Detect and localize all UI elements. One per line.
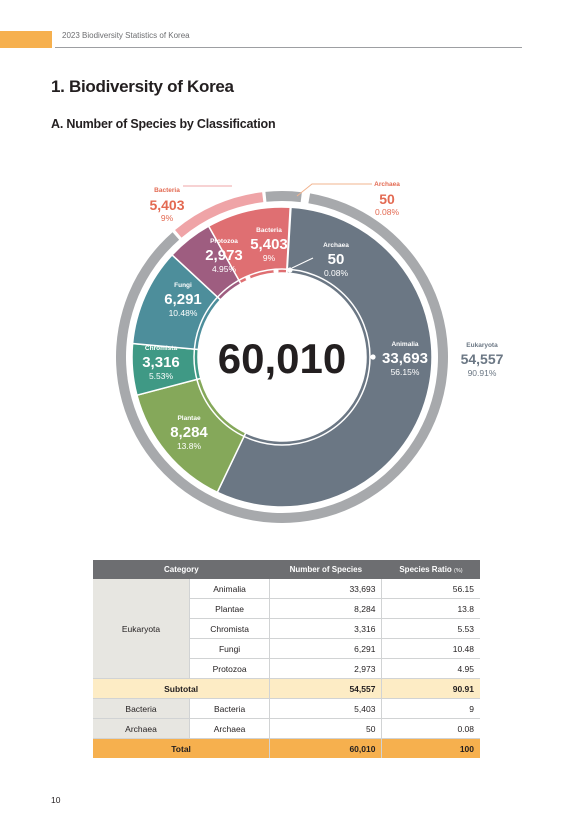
row-name: Chromista: [189, 618, 271, 639]
outer-value-bacteria: 5,403: [149, 197, 184, 213]
outer-pct-bacteria: 9%: [161, 213, 174, 223]
row-name: Animalia: [189, 579, 271, 599]
subtotal-number: 54,557: [269, 678, 383, 699]
outer-ring: [116, 191, 448, 523]
total-ratio: 100: [381, 738, 480, 758]
total-row: Total 60,010 100: [93, 738, 480, 758]
group-eukaryota: Eukaryota: [93, 579, 190, 679]
running-header: 2023 Biodiversity Statistics of Korea: [62, 31, 190, 40]
page-number: 10: [51, 795, 61, 805]
table-row: Chromista 3,316 5.53: [93, 618, 480, 639]
outer-arc-archaea: [265, 191, 302, 203]
species-donut-chart: 60,010 Animalia33,69356.15%Plantae8,2841…: [116, 181, 504, 523]
table-row: Eukaryota Animalia 33,693 56.15: [93, 579, 480, 679]
slice-marker-dot: [287, 267, 293, 273]
center-total-label: 60,010: [218, 335, 346, 382]
col-header-ratio: Species Ratio (%): [381, 560, 480, 579]
slice-label-archaea: Archaea: [323, 242, 349, 249]
slice-value-fungi: 6,291: [164, 291, 202, 308]
header-rule: [55, 47, 522, 48]
outer-pct-archaea: 0.08%: [375, 207, 400, 217]
slice-label-plantae: Plantae: [177, 415, 201, 422]
row-number: 3,316: [269, 618, 383, 639]
col-header-number: Number of Species: [269, 560, 382, 579]
archaea-leader: [291, 257, 314, 269]
slice-value-plantae: 8,284: [170, 424, 208, 441]
table-row: Protozoa 2,973 4.95: [93, 658, 480, 679]
slice-pct-chromista: 5.53%: [149, 371, 174, 381]
row-number: 2,973: [269, 658, 383, 679]
slice-marker-dot: [241, 422, 247, 428]
slice-marker-dot: [245, 275, 251, 281]
slice-pct-animalia: 56.15%: [391, 367, 420, 377]
slice-value-animalia: 33,693: [382, 350, 428, 367]
row-number: 5,403: [269, 698, 383, 719]
row-ratio: 0.08: [381, 718, 480, 739]
outer-arc-bacteria: [175, 192, 264, 238]
slice-marker-dot: [213, 308, 219, 314]
row-category: Archaea: [93, 718, 190, 739]
section-heading: 1. Biodiversity of Korea: [51, 77, 234, 96]
species-table: Category Number of Species Species Ratio…: [93, 560, 480, 758]
outer-label-eukaryota: Eukaryota: [466, 342, 498, 349]
slice-label-chromista: Chromista: [145, 345, 178, 352]
row-ratio: 4.95: [381, 658, 480, 679]
outer-value-eukaryota: 54,557: [461, 351, 504, 367]
archaea-outer-leader: [296, 183, 372, 197]
slice-label-bacteria: Bacteria: [256, 227, 282, 234]
archaea-row: Archaea Archaea 50 0.08: [93, 718, 480, 739]
row-name: Plantae: [189, 598, 271, 619]
slice-pct-archaea: 0.08%: [324, 268, 349, 278]
total-number: 60,010: [269, 738, 383, 758]
slice-pct-bacteria: 9%: [263, 253, 276, 263]
row-number: 50: [269, 718, 383, 739]
subtotal-label: Subtotal: [93, 678, 271, 699]
row-ratio: 56.15: [381, 579, 480, 599]
table-row: Plantae 8,284 13.8: [93, 598, 480, 619]
bacteria-row: Bacteria Bacteria 5,403 9: [93, 698, 480, 719]
row-number: 33,693: [269, 579, 383, 599]
row-ratio: 10.48: [381, 638, 480, 659]
slice-pct-protozoa: 4.95%: [212, 264, 237, 274]
row-name: Bacteria: [189, 698, 271, 719]
outer-value-archaea: 50: [379, 191, 395, 207]
subtotal-row: Subtotal 54,557 90.91: [93, 678, 480, 699]
row-category: Bacteria: [93, 698, 190, 719]
row-ratio: 5.53: [381, 618, 480, 639]
slice-value-archaea: 50: [328, 251, 345, 268]
slice-value-chromista: 3,316: [142, 354, 180, 371]
slice-marker-dot: [370, 354, 376, 360]
row-ratio: 9: [381, 698, 480, 719]
total-label: Total: [93, 738, 271, 758]
slice-label-fungi: Fungi: [174, 282, 192, 289]
row-name: Protozoa: [189, 658, 271, 679]
slice-marker-dot: [204, 369, 210, 375]
inner-separator: [193, 268, 371, 446]
subsection-heading: A. Number of Species by Classification: [51, 117, 276, 131]
slice-marker-dot: [273, 268, 279, 274]
slice-label-animalia: Animalia: [391, 341, 418, 348]
slice-pct-fungi: 10.48%: [169, 308, 198, 318]
slice-value-protozoa: 2,973: [205, 247, 243, 264]
row-name: Archaea: [189, 718, 271, 739]
subtotal-ratio: 90.91: [381, 678, 480, 699]
row-ratio: 13.8: [381, 598, 480, 619]
table-row: Fungi 6,291 10.48: [93, 638, 480, 659]
col-header-category: Category: [93, 560, 270, 579]
header-accent-bar: [0, 31, 52, 48]
outer-label-bacteria: Bacteria: [154, 187, 180, 194]
outer-label-archaea: Archaea: [374, 181, 400, 188]
slice-pct-plantae: 13.8%: [177, 441, 202, 451]
row-number: 8,284: [269, 598, 383, 619]
row-name: Fungi: [189, 638, 271, 659]
slice-label-protozoa: Protozoa: [210, 238, 238, 245]
slice-value-bacteria: 5,403: [250, 236, 288, 253]
row-number: 6,291: [269, 638, 383, 659]
center-hole: [198, 273, 366, 441]
outer-pct-eukaryota: 90.91%: [468, 368, 497, 378]
